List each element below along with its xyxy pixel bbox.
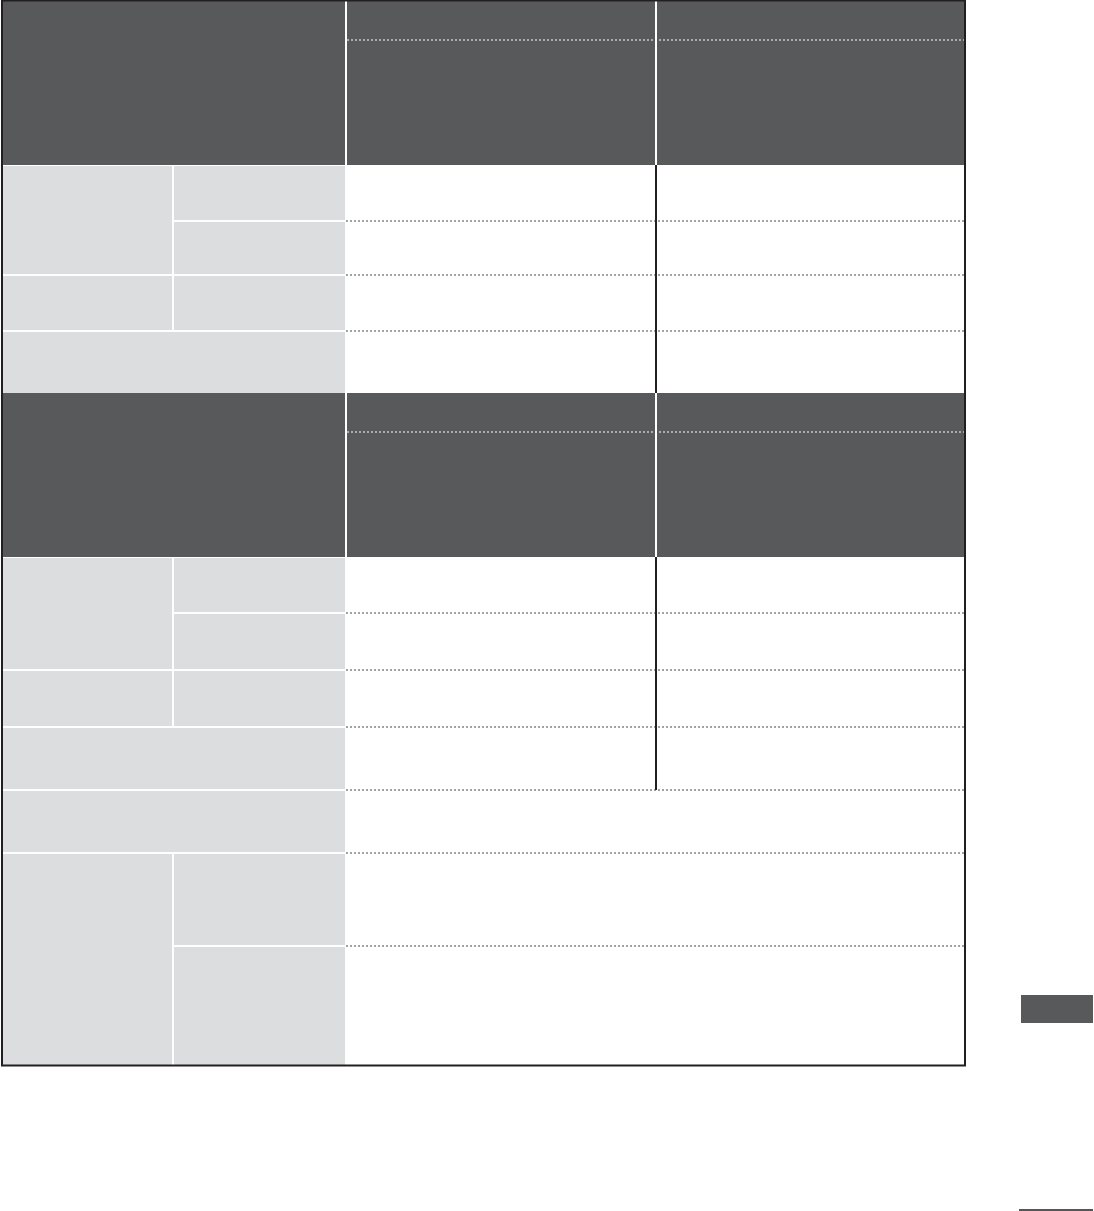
row-sublabel xyxy=(174,558,345,612)
row-label xyxy=(2,276,172,330)
table-border xyxy=(1,0,966,1067)
row-sublabel xyxy=(174,947,345,1065)
row-label xyxy=(2,558,172,669)
header-block xyxy=(2,393,965,557)
header-block xyxy=(2,0,965,165)
row-sublabel xyxy=(174,276,345,330)
row-sublabel xyxy=(174,222,345,274)
row-label xyxy=(2,166,172,274)
row-sublabel xyxy=(174,854,345,945)
row-sublabel xyxy=(174,166,345,220)
row-label xyxy=(2,854,172,1065)
row-label xyxy=(2,671,172,726)
row-label xyxy=(2,332,345,393)
row-sublabel xyxy=(174,671,345,726)
row-sublabel xyxy=(174,614,345,669)
row-label xyxy=(2,728,345,789)
row-label xyxy=(2,791,345,852)
section-tab xyxy=(1021,995,1093,1023)
